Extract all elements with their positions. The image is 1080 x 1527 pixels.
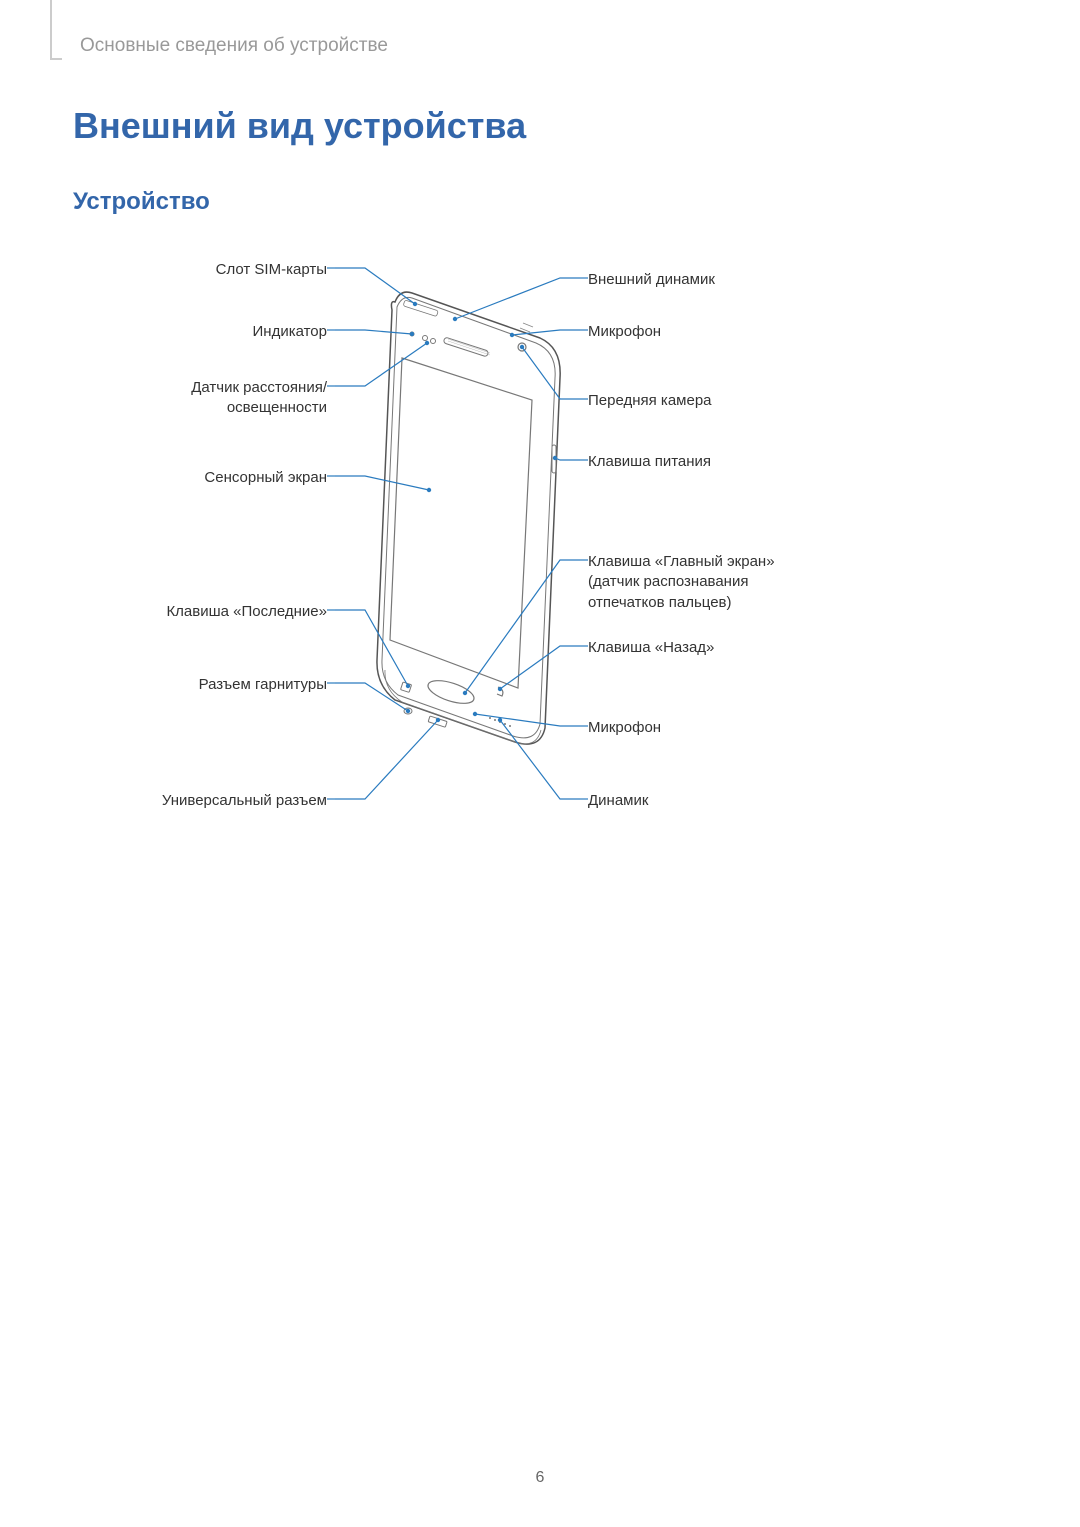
label-speaker: Динамик [588,791,888,811]
label-line: Индикатор [0,322,327,342]
label-line: Микрофон [588,718,888,738]
label-line: отпечатков пальцев) [588,593,888,613]
label-power-key: Клавиша питания [588,452,888,472]
label-line: Разъем гарнитуры [0,675,327,695]
label-line: Сенсорный экран [0,468,327,488]
device-diagram: Слот SIM-карты Индикатор Датчик расстояния… [0,240,1080,860]
sub-title: Устройство [73,188,210,216]
label-line: Микрофон [588,322,888,342]
label-line: (датчик распознавания [588,572,888,592]
label-ext-speaker: Внешний динамик [588,270,888,290]
page-header: Основные сведения об устройстве [80,35,388,57]
label-line: Датчик расстояния/ [0,378,327,398]
label-line: Клавиша «Главный экран» [588,552,888,572]
label-line: Внешний динамик [588,270,888,290]
label-proximity: Датчик расстояния/освещенности [0,378,327,419]
main-title: Внешний вид устройства [73,105,526,147]
label-microphone-bottom: Микрофон [588,718,888,738]
corner-decoration [50,0,62,60]
label-recent-key: Клавиша «Последние» [0,602,327,622]
label-sim-slot: Слот SIM-карты [0,260,327,280]
label-line: Клавиша «Назад» [588,638,888,658]
label-line: Клавиша питания [588,452,888,472]
label-microphone-top: Микрофон [588,322,888,342]
label-line: Динамик [588,791,888,811]
label-front-camera: Передняя камера [588,391,888,411]
label-home-key: Клавиша «Главный экран»(датчик распознав… [588,552,888,613]
label-multi-jack: Универсальный разъем [0,791,327,811]
label-touchscreen: Сенсорный экран [0,468,327,488]
label-indicator: Индикатор [0,322,327,342]
label-line: освещенности [0,398,327,418]
page-number: 6 [536,1469,545,1487]
label-line: Универсальный разъем [0,791,327,811]
phone-body-group [377,292,560,744]
label-line: Клавиша «Последние» [0,602,327,622]
label-headset-jack: Разъем гарнитуры [0,675,327,695]
label-back-key: Клавиша «Назад» [588,638,888,658]
label-line: Передняя камера [588,391,888,411]
phone-screen [390,358,532,688]
label-line: Слот SIM-карты [0,260,327,280]
